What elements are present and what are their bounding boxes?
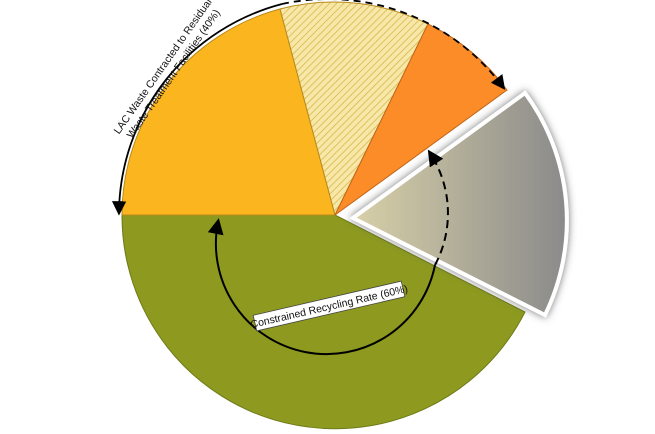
- arrow-inner: [207, 218, 436, 356]
- slice-hatched: [279, 1, 429, 217]
- slice-orange: [334, 23, 508, 216]
- label-box: [252, 280, 406, 332]
- slice-green: [121, 214, 526, 430]
- slice-yellow: [121, 8, 336, 216]
- slice-exploded: [349, 90, 569, 318]
- arrow-inner-dashed: [427, 149, 449, 266]
- arrow-outer-dashed: [281, 0, 506, 90]
- arrow-outer: [111, 3, 283, 216]
